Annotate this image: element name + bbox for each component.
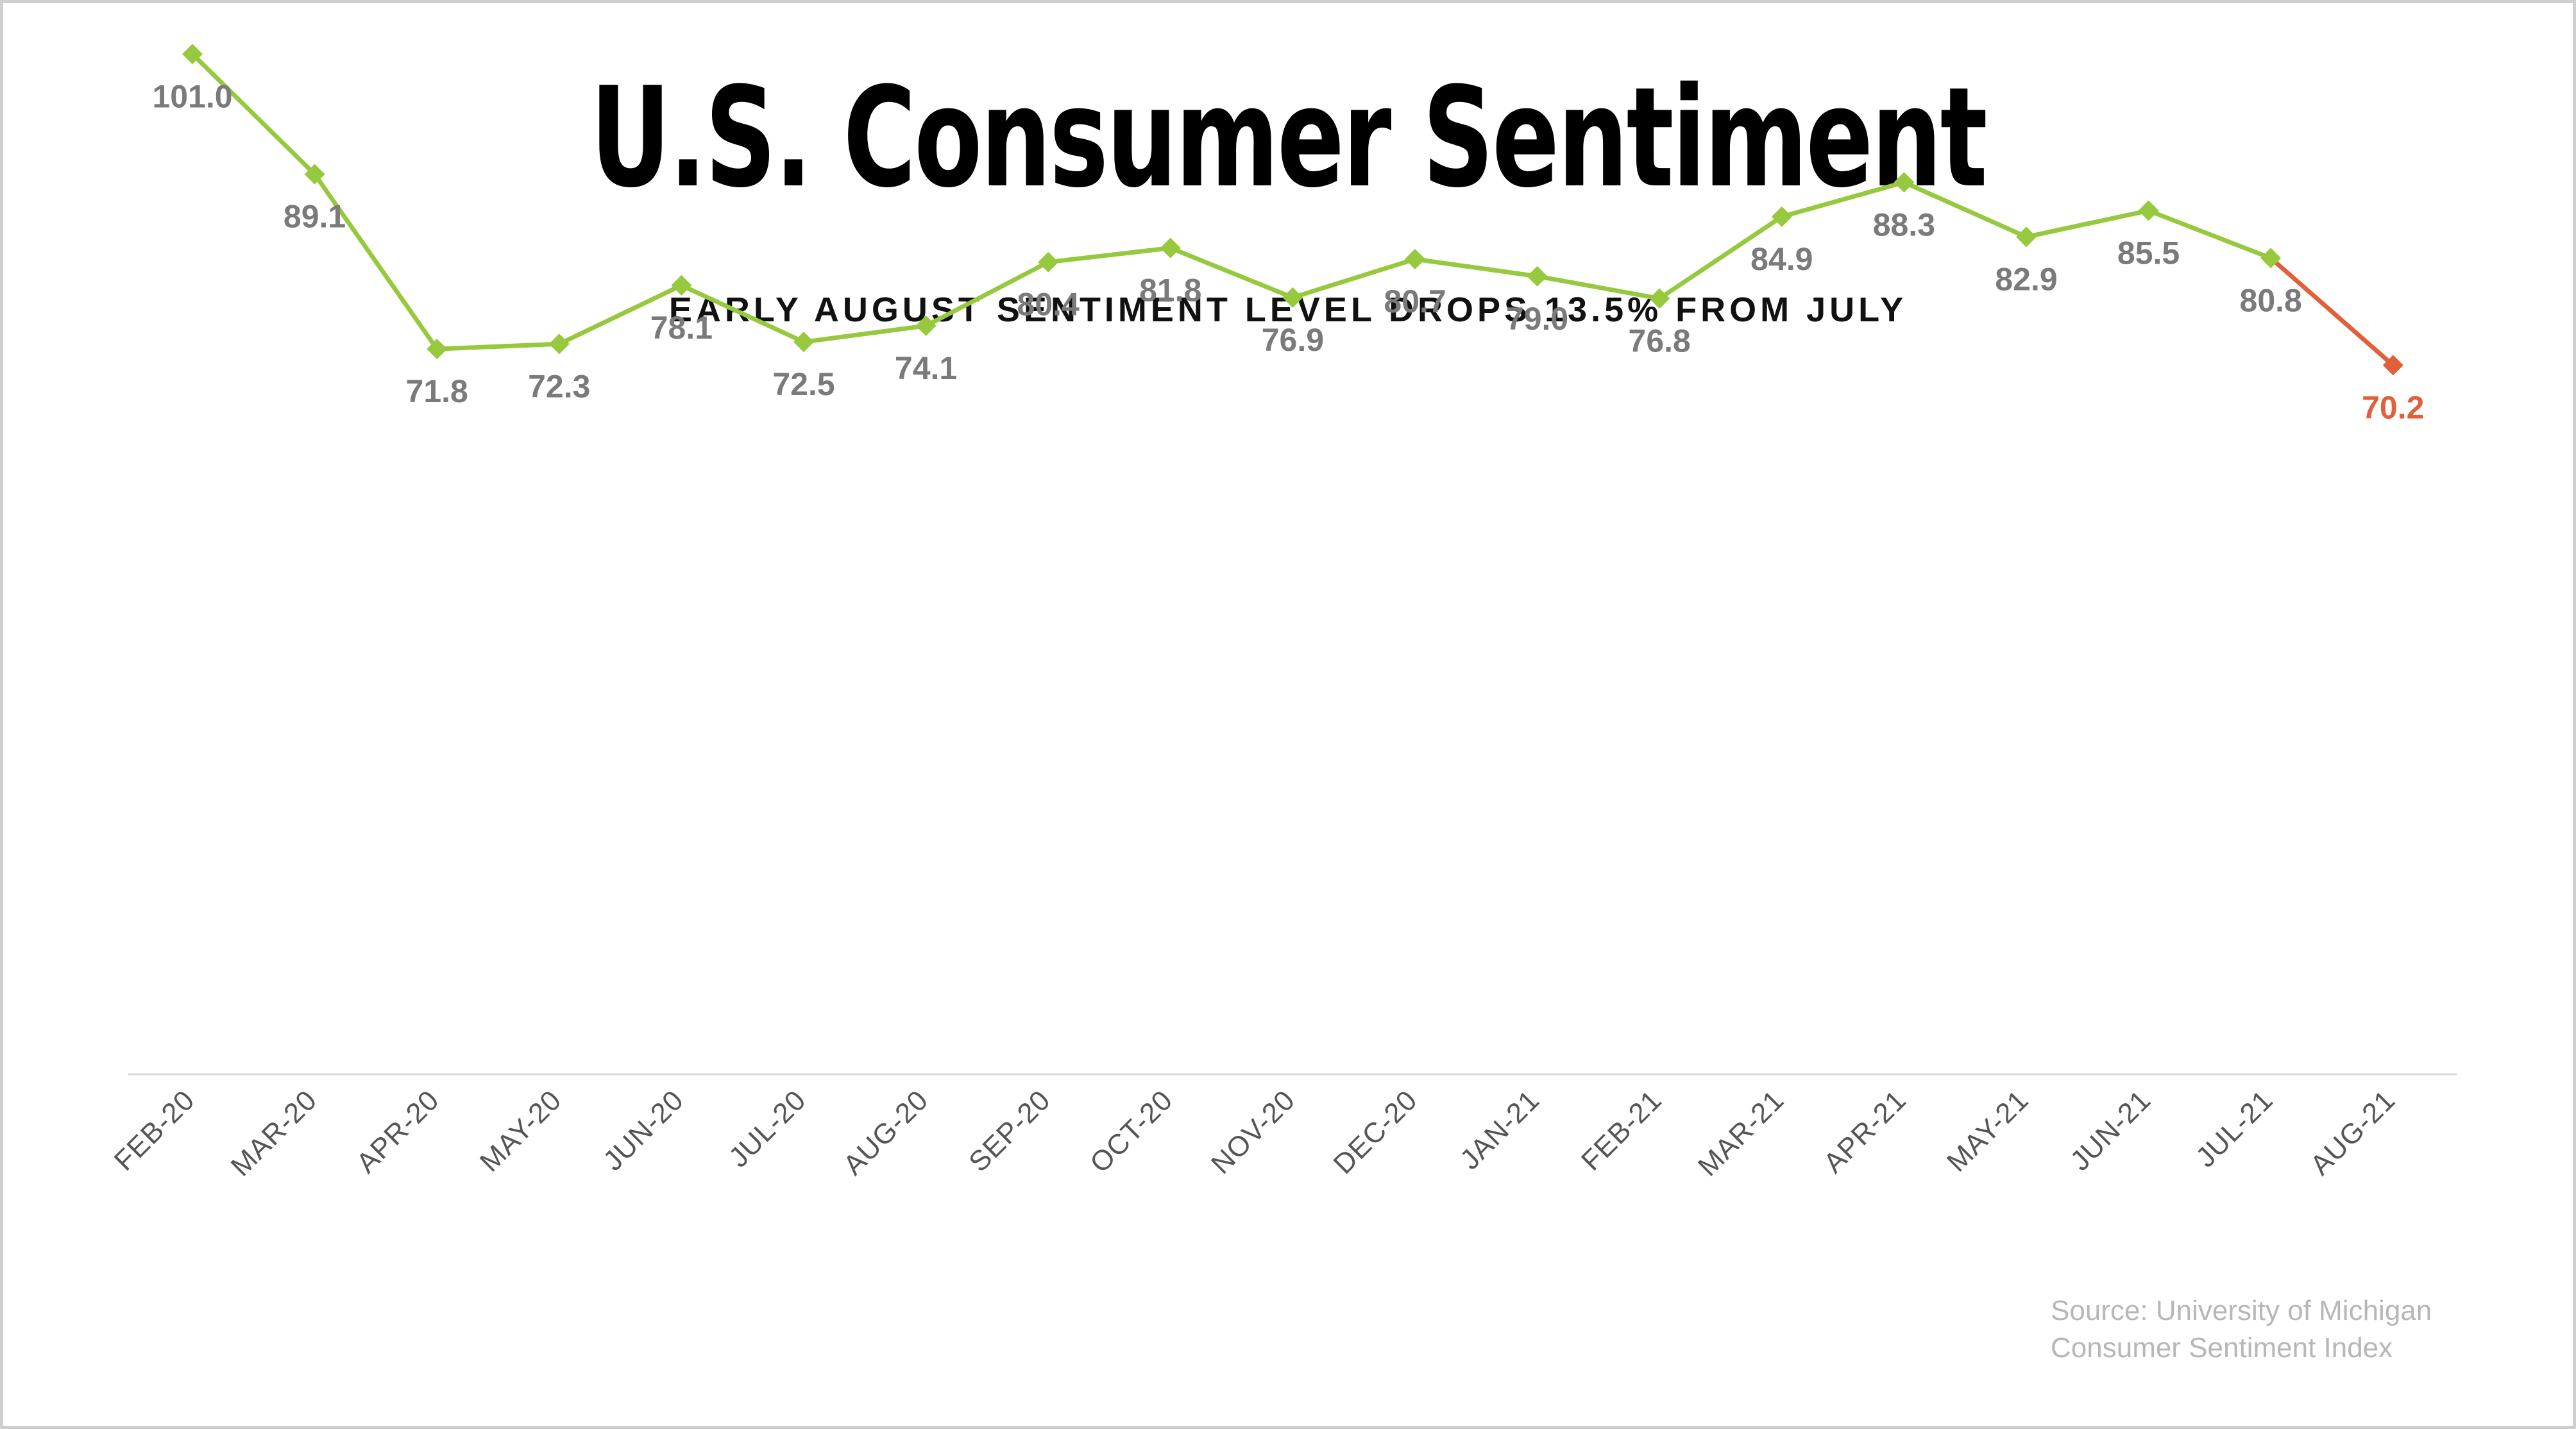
series-markers	[182, 44, 2403, 376]
data-point	[1894, 172, 1915, 193]
data-point	[1405, 248, 1425, 269]
x-tick-label: DEC-20	[1328, 1084, 1424, 1180]
series-lines	[190, 51, 2396, 368]
x-tick-label: NOV-20	[1205, 1084, 1301, 1180]
x-tick-label: APR-20	[350, 1084, 445, 1179]
value-label: 78.1	[650, 310, 713, 346]
data-point	[182, 44, 203, 65]
data-point	[1282, 287, 1303, 308]
data-point	[1771, 206, 1792, 227]
data-point	[548, 334, 570, 355]
x-tick-label: MAR-20	[225, 1084, 323, 1182]
value-label: 84.9	[1750, 241, 1813, 277]
x-tick-label: AUG-20	[837, 1084, 934, 1181]
value-label: 80.8	[2240, 282, 2302, 318]
x-tick-label: APR-21	[1818, 1084, 1913, 1179]
data-point	[1160, 237, 1181, 258]
source-line-2: Consumer Sentiment Index	[2051, 1332, 2393, 1364]
data-point	[1649, 288, 1670, 309]
data-point	[427, 339, 448, 360]
value-label: 81.8	[1139, 273, 1201, 309]
value-label: 71.8	[406, 373, 468, 409]
x-tick-label: JUN-20	[597, 1084, 690, 1176]
data-point	[915, 315, 936, 336]
data-point	[2138, 200, 2159, 221]
source-line-1: Source: University of Michigan	[2051, 1295, 2432, 1326]
x-tick-label: JUL-21	[2190, 1084, 2279, 1173]
value-labels: 101.0 89.1 71.8 72.3 78.1 72.5 74.1 80.4 81.8 76.…	[152, 78, 2424, 425]
series-line-highlight	[2268, 255, 2396, 368]
x-tick-label: SEP-20	[963, 1084, 1056, 1178]
value-label: 82.9	[1995, 261, 2057, 297]
value-label: 88.3	[1873, 207, 1935, 242]
value-label: 101.0	[152, 78, 232, 114]
value-label: 72.5	[772, 366, 835, 402]
value-label: 80.4	[1017, 287, 1080, 323]
x-tick-label: JAN-21	[1454, 1084, 1546, 1176]
x-tick-label: MAY-20	[474, 1084, 568, 1178]
x-tick-label: MAY-21	[1941, 1084, 2035, 1178]
value-label: 70.2	[2362, 389, 2424, 425]
data-point	[1038, 251, 1059, 273]
x-tick-label: JUN-21	[2064, 1084, 2157, 1176]
value-label: 79.0	[1506, 301, 1568, 337]
value-label: 85.5	[2117, 235, 2180, 271]
value-label: 76.9	[1262, 322, 1324, 358]
series-line-main	[190, 51, 2273, 351]
x-tick-label: MAR-21	[1692, 1084, 1790, 1182]
data-point	[2260, 248, 2282, 269]
x-tick-label: AUG-21	[2305, 1084, 2402, 1181]
chart-title: U.S. Consumer Sentiment	[590, 57, 1988, 218]
value-label: 74.1	[895, 350, 957, 386]
source-note: Source: University of Michigan Consumer …	[2051, 1292, 2432, 1367]
x-tick-label: OCT-20	[1084, 1084, 1179, 1179]
data-point	[1527, 266, 1548, 287]
value-label: 76.8	[1629, 323, 1691, 359]
data-point	[793, 332, 814, 353]
data-point	[671, 275, 692, 296]
x-tick-labels: FEB-20 MAR-20 APR-20 MAY-20 JUN-20 JUL-20 AUG-…	[108, 1084, 2402, 1182]
x-tick-label: JUL-20	[723, 1084, 812, 1173]
x-tick-label: FEB-20	[108, 1084, 201, 1176]
x-tick-label: FEB-21	[1575, 1084, 1668, 1176]
value-label: 89.1	[284, 199, 346, 235]
value-label: 72.3	[528, 368, 590, 404]
data-point	[2016, 226, 2037, 248]
value-label: 80.7	[1384, 283, 1446, 319]
data-point	[304, 164, 325, 185]
data-point-highlight	[2382, 355, 2403, 376]
